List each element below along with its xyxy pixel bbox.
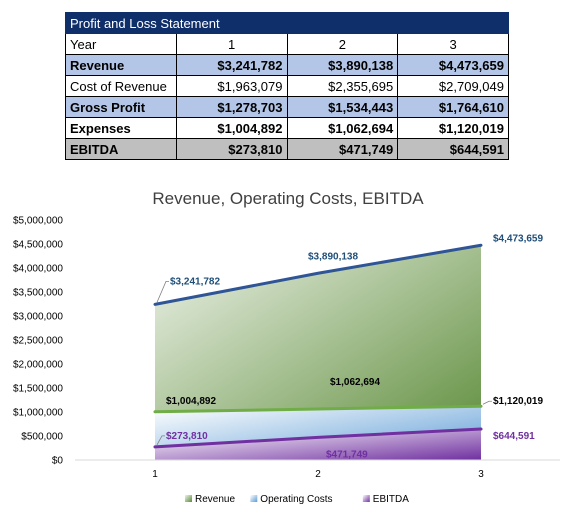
cell-value: $3,241,782 bbox=[175, 54, 288, 76]
pl-table: Profit and Loss Statement Year 1 2 3 Rev… bbox=[65, 12, 509, 160]
legend-label: Revenue bbox=[195, 494, 235, 505]
x-tick-label: 1 bbox=[152, 469, 158, 480]
table-row-cost-of-revenue: Cost of Revenue $1,963,079 $2,355,695 $2… bbox=[65, 75, 509, 97]
y-tick-label: $4,000,000 bbox=[13, 264, 63, 275]
data-label-revenue: $3,241,782 bbox=[170, 276, 220, 287]
year-1: 1 bbox=[175, 33, 288, 55]
year-2: 2 bbox=[286, 33, 399, 55]
row-label: Revenue bbox=[65, 54, 177, 76]
row-label: Expenses bbox=[65, 117, 177, 139]
cell-value: $2,355,695 bbox=[286, 75, 399, 97]
cell-value: $1,764,610 bbox=[397, 96, 509, 118]
y-tick-label: $3,000,000 bbox=[13, 312, 63, 323]
data-label-revenue: $4,473,659 bbox=[493, 233, 543, 244]
legend-label: EBITDA bbox=[373, 494, 409, 505]
y-tick-label: $2,000,000 bbox=[13, 360, 63, 371]
data-label-revenue: $3,890,138 bbox=[308, 251, 358, 262]
row-label: EBITDA bbox=[65, 138, 177, 160]
data-label-ebitda: $471,749 bbox=[326, 449, 368, 460]
data-label-ebitda: $273,810 bbox=[166, 431, 208, 442]
table-title: Profit and Loss Statement bbox=[65, 12, 509, 34]
cell-value: $273,810 bbox=[175, 138, 288, 160]
year-label: Year bbox=[65, 33, 177, 55]
chart-lines bbox=[153, 243, 483, 449]
legend-swatch bbox=[185, 495, 192, 502]
cell-value: $471,749 bbox=[286, 138, 399, 160]
data-labels: $3,241,782 $3,890,138 $4,473,659 $1,004,892… bbox=[156, 233, 543, 460]
y-tick-label: $1,000,000 bbox=[13, 408, 63, 419]
data-label-operating-costs: $1,004,892 bbox=[166, 396, 216, 407]
y-tick-label: $0 bbox=[52, 456, 64, 467]
y-tick-label: $1,500,000 bbox=[13, 384, 63, 395]
cell-value: $644,591 bbox=[397, 138, 509, 160]
data-label-operating-costs: $1,120,019 bbox=[493, 396, 543, 407]
table-row-year: Year 1 2 3 bbox=[65, 33, 509, 55]
cell-value: $1,120,019 bbox=[397, 117, 509, 139]
y-tick-label: $2,500,000 bbox=[13, 336, 63, 347]
table-row-ebitda: EBITDA $273,810 $471,749 $644,591 bbox=[65, 138, 509, 160]
row-label: Gross Profit bbox=[65, 96, 177, 118]
y-tick-label: $500,000 bbox=[21, 432, 63, 443]
row-label: Cost of Revenue bbox=[65, 75, 177, 97]
cell-value: $1,534,443 bbox=[286, 96, 399, 118]
table-row-expenses: Expenses $1,004,892 $1,062,694 $1,120,01… bbox=[65, 117, 509, 139]
x-axis: 1 2 3 bbox=[75, 459, 560, 480]
cell-value: $4,473,659 bbox=[397, 54, 509, 76]
label-leader bbox=[156, 280, 169, 303]
label-leader bbox=[482, 400, 492, 405]
legend-item-revenue: Revenue bbox=[185, 494, 235, 505]
legend-swatch bbox=[250, 495, 258, 502]
legend-swatch bbox=[362, 495, 370, 502]
y-tick-label: $5,000,000 bbox=[13, 216, 63, 227]
data-label-ebitda: $644,591 bbox=[493, 431, 535, 442]
cell-value: $1,004,892 bbox=[175, 117, 288, 139]
table-title-row: Profit and Loss Statement bbox=[65, 12, 509, 34]
cell-value: $2,709,049 bbox=[397, 75, 509, 97]
data-label-operating-costs: $1,062,694 bbox=[330, 377, 380, 388]
chart-title: Revenue, Operating Costs, EBITDA bbox=[152, 189, 424, 208]
area-ebitda bbox=[155, 429, 481, 460]
cell-value: $1,963,079 bbox=[175, 75, 288, 97]
line-operating-costs bbox=[153, 404, 483, 414]
table-row-gross-profit: Gross Profit $1,278,703 $1,534,443 $1,76… bbox=[65, 96, 509, 118]
table-row-revenue: Revenue $3,241,782 $3,890,138 $4,473,659 bbox=[65, 54, 509, 76]
line-ebitda bbox=[153, 427, 483, 449]
cell-value: $1,062,694 bbox=[286, 117, 399, 139]
y-tick-label: $4,500,000 bbox=[13, 240, 63, 251]
cell-value: $1,278,703 bbox=[175, 96, 288, 118]
label-leader bbox=[156, 435, 165, 446]
legend-item-operating-costs: Operating Costs bbox=[250, 494, 333, 505]
x-tick-label: 2 bbox=[315, 469, 321, 480]
line-revenue bbox=[153, 243, 483, 306]
y-tick-label: $3,500,000 bbox=[13, 288, 63, 299]
year-3: 3 bbox=[397, 33, 509, 55]
area-chart: Revenue, Operating Costs, EBITDA $0 $500,… bbox=[13, 189, 560, 505]
x-tick-label: 3 bbox=[478, 469, 484, 480]
y-axis-ticks: $0 $500,000 $1,000,000 $1,500,000 $2,000,000… bbox=[13, 216, 63, 467]
legend-item-ebitda: EBITDA bbox=[362, 494, 409, 505]
legend-label: Operating Costs bbox=[260, 494, 332, 505]
cell-value: $3,890,138 bbox=[286, 54, 399, 76]
legend: Revenue Operating Costs EBITDA bbox=[185, 494, 409, 505]
